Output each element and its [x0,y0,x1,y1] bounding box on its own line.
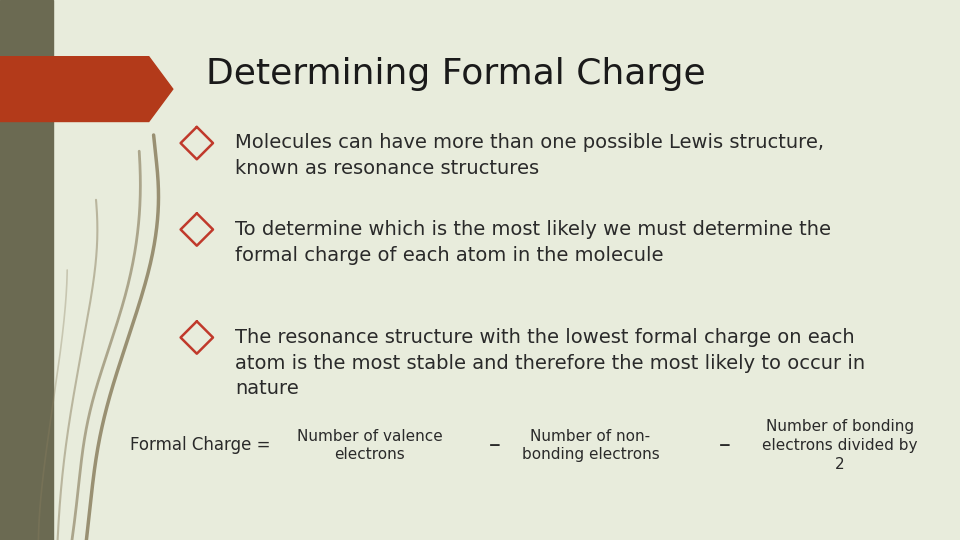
Text: The resonance structure with the lowest formal charge on each
atom is the most s: The resonance structure with the lowest … [235,328,865,399]
Text: To determine which is the most likely we must determine the
formal charge of eac: To determine which is the most likely we… [235,220,831,265]
Bar [0,0,53,540]
Text: Determining Formal Charge: Determining Formal Charge [206,57,706,91]
Text: –: – [489,434,500,457]
Text: Molecules can have more than one possible Lewis structure,
known as resonance st: Molecules can have more than one possibl… [235,133,825,178]
Text: Number of valence
electrons: Number of valence electrons [297,429,443,462]
Text: Number of bonding
electrons divided by
2: Number of bonding electrons divided by 2 [762,420,918,471]
Text: Number of non-
bonding electrons: Number of non- bonding electrons [521,429,660,462]
Text: Formal Charge =: Formal Charge = [130,436,270,455]
Polygon shape [0,57,173,122]
Text: –: – [719,434,731,457]
